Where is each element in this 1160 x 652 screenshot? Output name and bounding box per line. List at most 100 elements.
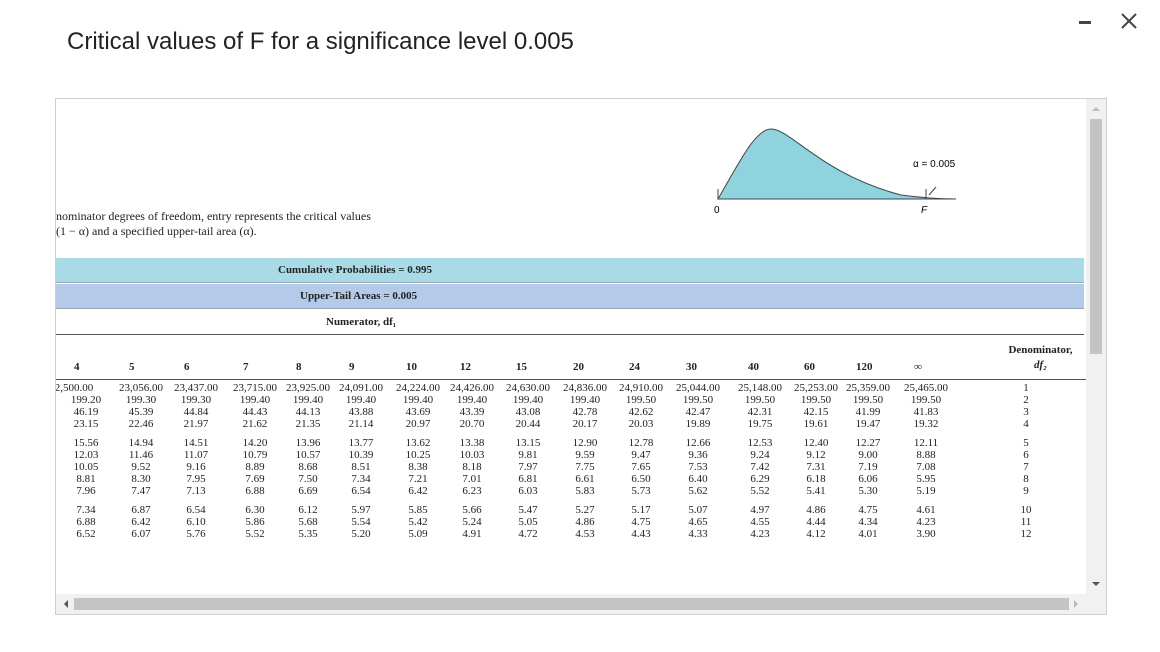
scrollbar-corner	[1086, 594, 1106, 614]
table-cell: 4.75	[631, 516, 651, 528]
table-row: 7.34 6.87 6.54 6.30 6.12 5.97 5.85 5.66 5.47 5.27…	[56, 504, 1086, 516]
table-cell: 5.68	[298, 516, 318, 528]
table-cell: 6.23	[462, 485, 482, 497]
denominator-df-cell: 11	[1020, 516, 1032, 528]
alpha-label: α = 0.005	[913, 159, 956, 170]
table-cell: 42.15	[803, 406, 829, 418]
denominator-df-cell: 3	[1023, 406, 1029, 418]
table-cell: 20.44	[515, 418, 541, 430]
table-cell: 4.23	[916, 516, 936, 528]
table-cell: 24,224.00	[396, 382, 440, 394]
table-cell: 23,715.00	[233, 382, 277, 394]
table-cell: 19.61	[803, 418, 829, 430]
close-icon[interactable]	[1116, 8, 1142, 34]
table-cell: 46.19	[73, 406, 99, 418]
table-cell: 199.40	[569, 394, 601, 406]
table-cell: 199.50	[682, 394, 714, 406]
table-cell: 6.07	[131, 528, 151, 540]
table-cell: 6.61	[575, 473, 595, 485]
table-cell: 5.83	[575, 485, 595, 497]
table-cell: 6.29	[750, 473, 770, 485]
vertical-scroll-thumb[interactable]	[1090, 119, 1102, 354]
table-cell: 6.81	[518, 473, 538, 485]
table-cell: 5.47	[518, 504, 538, 516]
denominator-df-cell: 4	[1023, 418, 1029, 430]
table-cell: 41.99	[855, 406, 881, 418]
vertical-scrollbar[interactable]	[1086, 99, 1106, 594]
table-cell: 19.89	[685, 418, 711, 430]
table-cell: 20.17	[572, 418, 598, 430]
table-cell: 42.62	[628, 406, 654, 418]
table-cell: 199.30	[180, 394, 212, 406]
table-cell: 199.50	[744, 394, 776, 406]
table-description: nominator degrees of freedom, entry repr…	[56, 209, 371, 239]
table-cell: 199.40	[456, 394, 488, 406]
table-cell: 10.39	[348, 449, 374, 461]
table-cell: 7.65	[631, 461, 651, 473]
table-cell: 7.13	[186, 485, 206, 497]
table-cell: 25,253.00	[794, 382, 838, 394]
table-cell: 6.10	[186, 516, 206, 528]
table-cell: 5.42	[408, 516, 428, 528]
table-cell: 5.62	[688, 485, 708, 497]
horizontal-scroll-thumb[interactable]	[74, 598, 1069, 610]
numerator-label: Numerator, df₁	[326, 316, 397, 328]
upper-tail-band: Upper-Tail Areas = 0.005	[56, 284, 1084, 309]
table-cell: 199.50	[852, 394, 884, 406]
scroll-right-icon[interactable]	[1071, 599, 1081, 609]
table-cell: 199.50	[910, 394, 942, 406]
table-cell: 5.41	[806, 485, 826, 497]
table-cell: 199.50	[625, 394, 657, 406]
table-cell: 24,426.00	[450, 382, 494, 394]
scroll-left-icon[interactable]	[61, 599, 71, 609]
table-cell: 6.50	[631, 473, 651, 485]
table-cell: 5.35	[298, 528, 318, 540]
description-line-1: nominator degrees of freedom, entry repr…	[56, 209, 371, 223]
table-row: 7.96 7.47 7.13 6.88 6.69 6.54 6.42 6.23 6.03 5.83…	[56, 485, 1086, 497]
table-cell: 6.42	[408, 485, 428, 497]
table-cell: 23.15	[73, 418, 99, 430]
table-cell: 5.52	[245, 528, 265, 540]
column-header: 5	[129, 361, 135, 373]
table-cell: 5.19	[916, 485, 936, 497]
table-cell: 7.31	[806, 461, 826, 473]
denominator-df-cell: 9	[1023, 485, 1029, 497]
scroll-up-icon[interactable]	[1091, 104, 1101, 114]
horizontal-scrollbar[interactable]	[56, 594, 1086, 614]
scroll-down-icon[interactable]	[1091, 579, 1101, 589]
table-cell: 5.52	[750, 485, 770, 497]
window-controls	[1072, 8, 1142, 34]
table-cell: 43.08	[515, 406, 541, 418]
column-header: 24	[629, 361, 640, 373]
table-cell: 8.88	[916, 449, 936, 461]
table-cell: 7.34	[351, 473, 371, 485]
table-cell: 12.03	[73, 449, 99, 461]
column-header: 10	[406, 361, 417, 373]
table-cell: 9.52	[131, 461, 151, 473]
table-cell: 10.79	[242, 449, 268, 461]
table-cell: 9.12	[806, 449, 826, 461]
column-header: 40	[748, 361, 759, 373]
minimize-icon[interactable]	[1072, 8, 1098, 34]
table-cell: 25,465.00	[904, 382, 948, 394]
table-cell: 7.42	[750, 461, 770, 473]
table-row: 8.81 8.30 7.95 7.69 7.50 7.34 7.21 7.01 6.81 6.61…	[56, 473, 1086, 485]
numerator-band: Numerator, df₁	[56, 310, 1084, 335]
denominator-header: Denominator, df₂	[998, 343, 1083, 373]
table-cell: 11.46	[128, 449, 154, 461]
table-row: 10.05 9.52 9.16 8.89 8.68 8.51 8.38 8.18 7.97 7.7…	[56, 461, 1086, 473]
table-cell: 6.54	[186, 504, 206, 516]
table-cell: 5.86	[245, 516, 265, 528]
dialog-title: Critical values of F for a significance …	[67, 28, 574, 55]
table-cell: 24,091.00	[339, 382, 383, 394]
table-cell: 5.17	[631, 504, 651, 516]
table-row: 12.03 11.46 11.07 10.79 10.57 10.39 10.25 10.03…	[56, 449, 1086, 461]
table-image-viewer[interactable]: 0 F α = 0.005 nominator degrees of freed…	[55, 98, 1107, 615]
table-cell: 19.75	[747, 418, 773, 430]
table-cell: 4.23	[750, 528, 770, 540]
table-cell: 7.01	[462, 473, 482, 485]
table-cell: 6.52	[76, 528, 96, 540]
column-header: 20	[573, 361, 584, 373]
table-cell: 4.53	[575, 528, 595, 540]
table-cell: 6.88	[76, 516, 96, 528]
